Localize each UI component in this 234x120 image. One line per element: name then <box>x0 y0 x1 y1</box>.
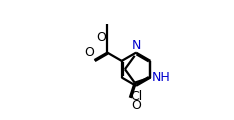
Text: O: O <box>84 46 94 59</box>
Text: NH: NH <box>152 71 170 84</box>
Text: O: O <box>96 31 106 44</box>
Text: Cl: Cl <box>130 90 142 103</box>
Text: O: O <box>131 99 141 112</box>
Text: N: N <box>132 39 141 52</box>
